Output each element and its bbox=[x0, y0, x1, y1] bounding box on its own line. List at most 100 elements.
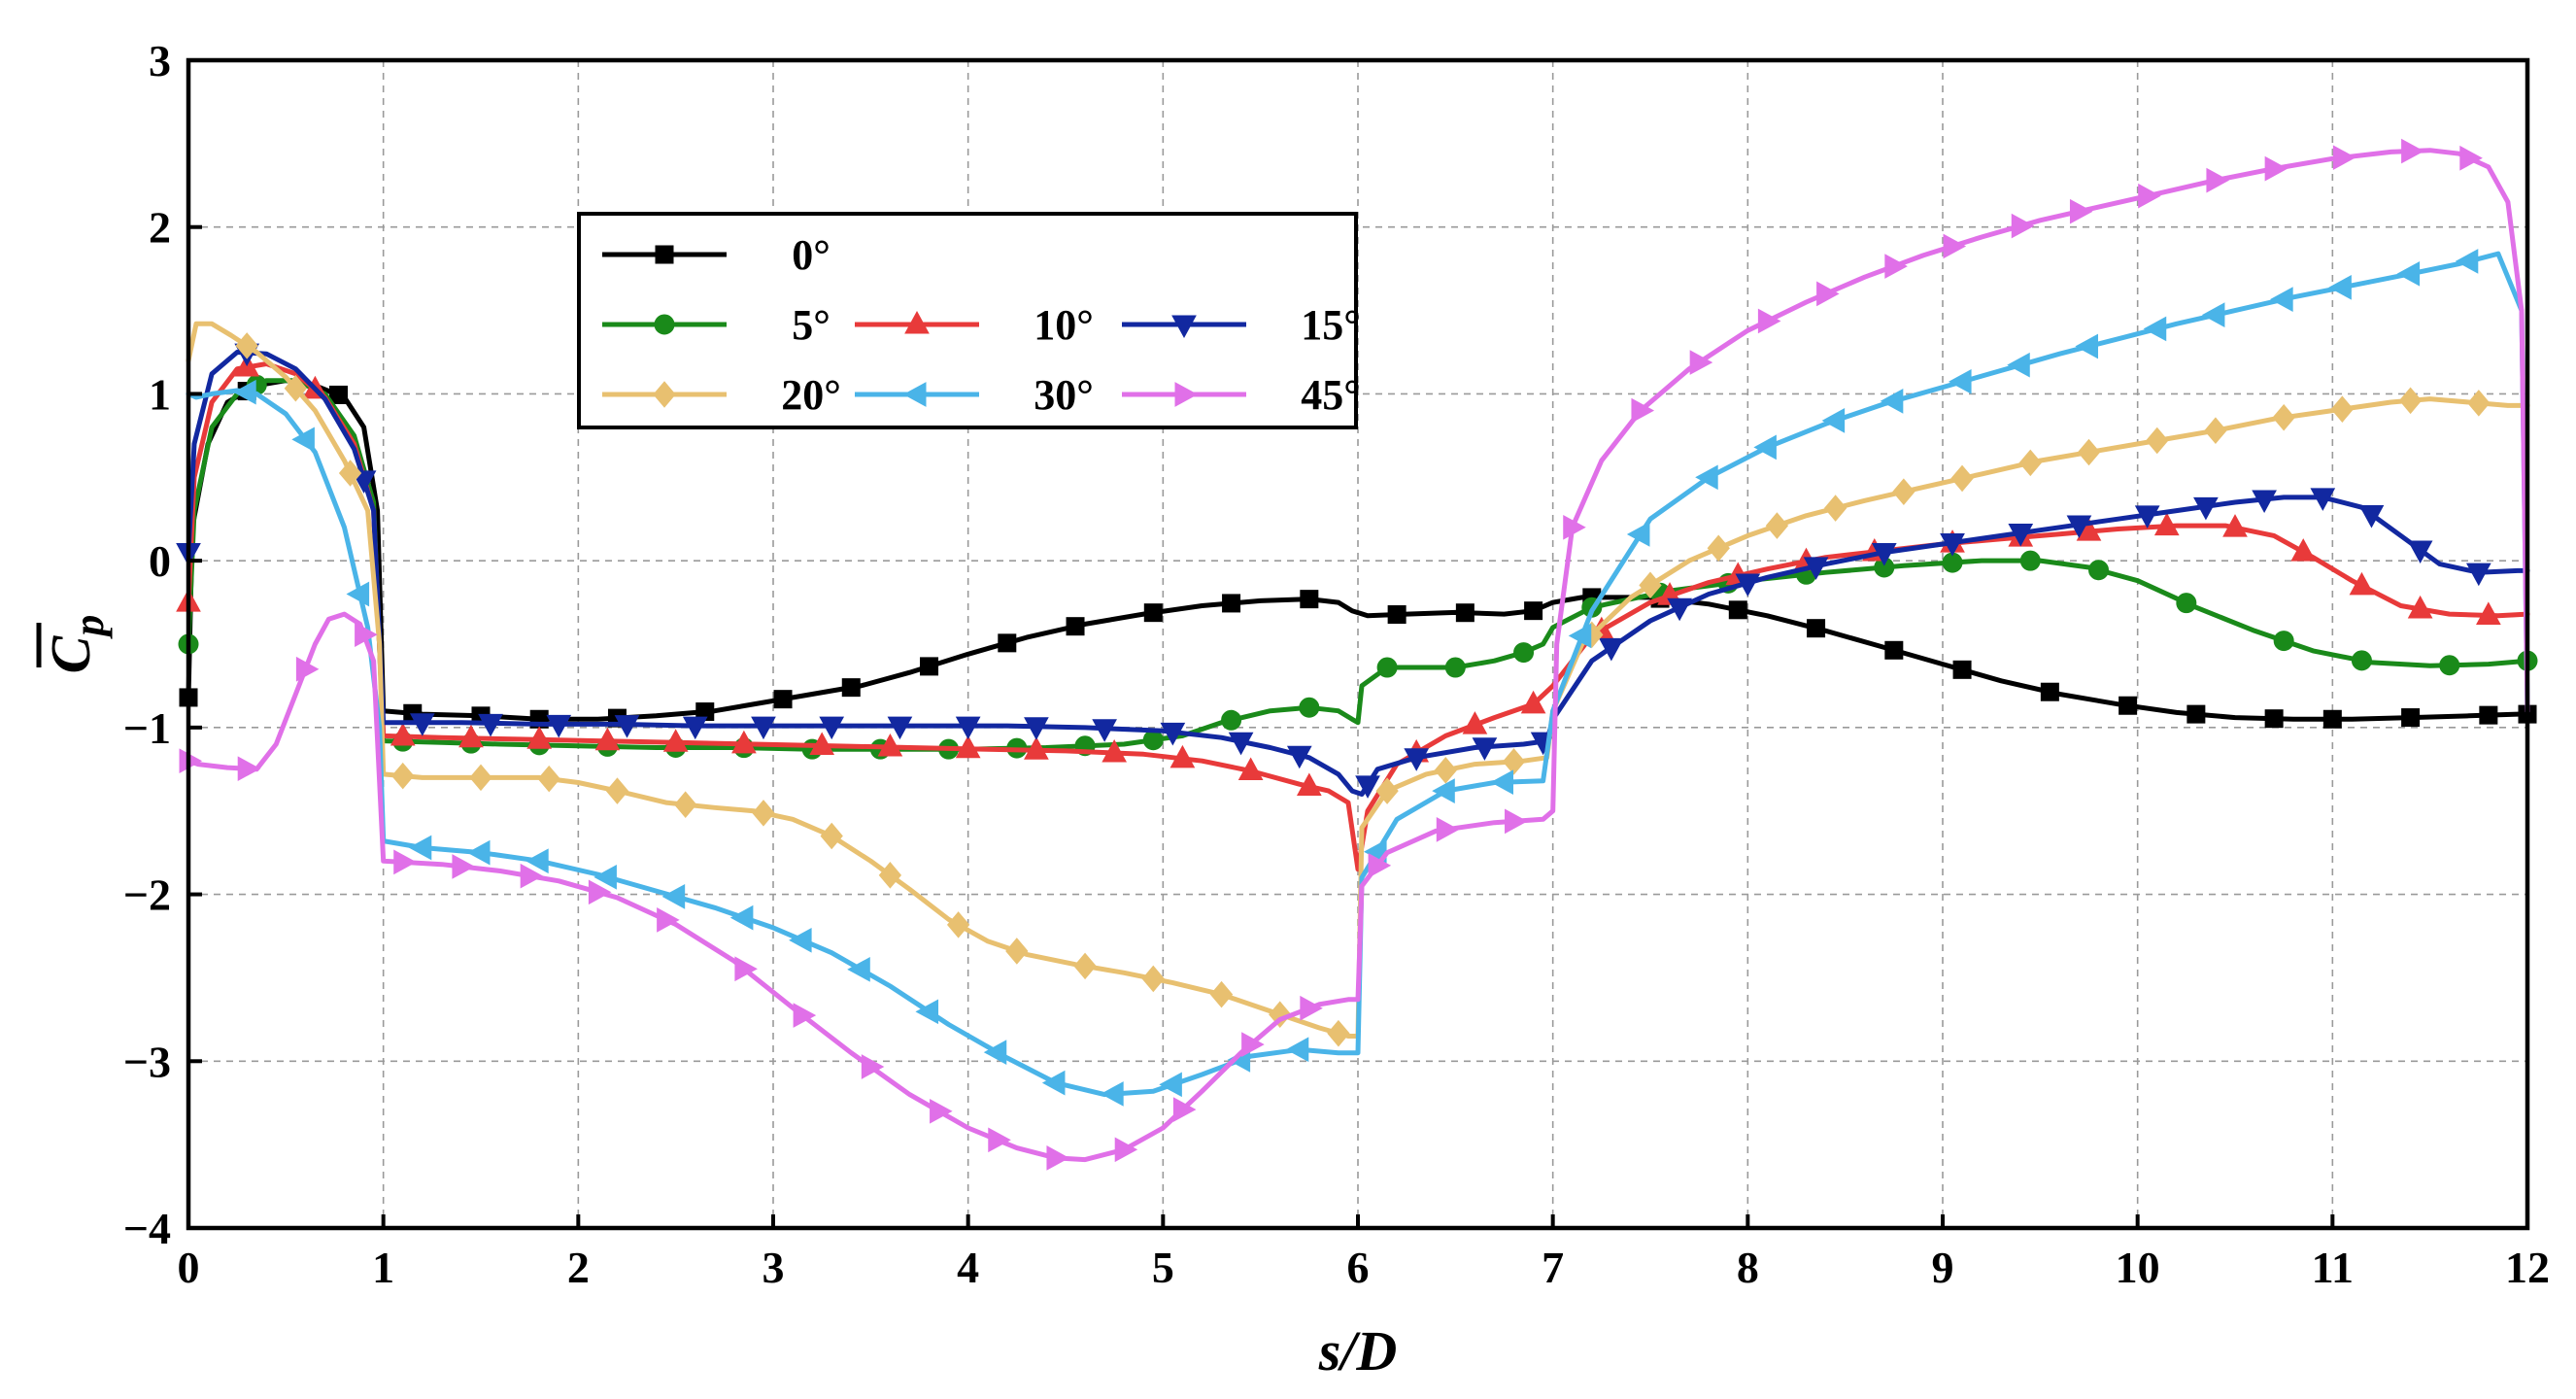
x-tick-label: 2 bbox=[567, 1243, 590, 1292]
data-point bbox=[1101, 1081, 1124, 1107]
data-point bbox=[955, 716, 981, 740]
data-point bbox=[2153, 512, 2180, 536]
data-point bbox=[452, 854, 475, 879]
data-point bbox=[2206, 167, 2229, 193]
data-point bbox=[2459, 145, 2483, 171]
data-point bbox=[809, 732, 835, 756]
legend-label: 15° bbox=[1301, 301, 1361, 349]
data-point bbox=[478, 713, 503, 737]
data-point bbox=[458, 724, 484, 748]
data-point bbox=[1286, 745, 1312, 769]
data-point bbox=[1299, 697, 1320, 718]
data-point bbox=[1765, 512, 1789, 539]
legend-label: 10° bbox=[1034, 301, 1094, 349]
data-point bbox=[355, 622, 378, 648]
legend-marker bbox=[654, 314, 675, 335]
data-point bbox=[526, 726, 553, 749]
legend-label: 0° bbox=[792, 231, 830, 279]
data-point bbox=[537, 765, 560, 793]
y-axis-label-sub: p bbox=[65, 615, 113, 640]
data-point bbox=[2075, 333, 2098, 359]
data-point bbox=[2401, 708, 2421, 728]
data-point bbox=[2066, 515, 2092, 538]
data-point bbox=[1626, 522, 1650, 547]
data-point bbox=[2467, 390, 2491, 417]
legend-marker bbox=[653, 381, 676, 408]
y-axis-label-main: C bbox=[39, 634, 102, 673]
legend-label: 30° bbox=[1034, 371, 1094, 419]
data-point bbox=[988, 1127, 1011, 1153]
data-point bbox=[2407, 595, 2433, 619]
data-point bbox=[2204, 417, 2227, 444]
data-point bbox=[1753, 434, 1777, 461]
series-20° bbox=[186, 321, 2530, 1047]
data-point bbox=[751, 716, 776, 740]
data-point bbox=[1631, 397, 1655, 424]
data-point bbox=[2455, 249, 2479, 274]
data-point bbox=[2138, 183, 2161, 209]
x-axis-label: s/D bbox=[1318, 1319, 1398, 1382]
data-point bbox=[1159, 1072, 1182, 1098]
data-point bbox=[1520, 690, 1546, 714]
legend-item: 15° bbox=[1122, 301, 1361, 349]
legend-label: 45° bbox=[1301, 371, 1361, 419]
data-point bbox=[1285, 1037, 1309, 1063]
data-point bbox=[1884, 640, 1904, 660]
data-point bbox=[2272, 403, 2295, 431]
x-tick-label: 10 bbox=[2116, 1243, 2160, 1292]
data-point bbox=[1892, 478, 1915, 505]
data-point bbox=[1434, 757, 1457, 784]
data-point bbox=[329, 385, 349, 404]
data-point bbox=[1102, 738, 1128, 763]
series-group bbox=[176, 138, 2538, 1171]
x-tick-label: 8 bbox=[1737, 1243, 1759, 1292]
data-point bbox=[1823, 495, 1847, 522]
data-point bbox=[546, 714, 572, 738]
data-point bbox=[2479, 705, 2498, 725]
data-point bbox=[2186, 704, 2206, 724]
data-point bbox=[998, 633, 1017, 653]
data-point bbox=[2018, 449, 2042, 477]
data-point bbox=[1472, 737, 1498, 761]
data-point bbox=[1432, 778, 1455, 803]
data-point bbox=[1221, 709, 1242, 731]
data-point bbox=[920, 657, 939, 676]
data-point bbox=[2040, 682, 2059, 701]
data-point bbox=[983, 1040, 1007, 1065]
data-point bbox=[1444, 657, 1466, 678]
data-point bbox=[878, 862, 902, 889]
data-point bbox=[1513, 642, 1535, 664]
legend: 0° 5° 10° 15° 20° 30° 45° bbox=[577, 212, 1361, 429]
data-point bbox=[1667, 597, 1692, 622]
data-point bbox=[2118, 696, 2138, 715]
x-tick-label: 3 bbox=[763, 1243, 785, 1292]
data-point bbox=[393, 849, 417, 875]
data-point bbox=[674, 791, 697, 818]
data-point bbox=[1046, 1145, 1070, 1171]
data-point bbox=[408, 835, 432, 861]
data-point bbox=[946, 911, 970, 938]
data-point bbox=[2310, 488, 2336, 511]
y-axis-label: Cp bbox=[36, 615, 113, 673]
data-point bbox=[2398, 387, 2423, 415]
data-point bbox=[841, 678, 861, 698]
data-point bbox=[1462, 711, 1488, 734]
data-point bbox=[284, 374, 308, 402]
data-point bbox=[930, 1098, 953, 1124]
series-45° bbox=[179, 138, 2530, 1171]
legend-item: 5° bbox=[602, 301, 830, 349]
data-point bbox=[1160, 722, 1186, 746]
data-point bbox=[1024, 717, 1049, 740]
data-point bbox=[729, 904, 754, 931]
data-point bbox=[2201, 302, 2225, 327]
series-line bbox=[186, 378, 2530, 722]
data-point bbox=[1455, 603, 1474, 623]
data-point bbox=[1943, 233, 1967, 259]
data-point bbox=[1871, 543, 1897, 566]
data-point bbox=[1241, 1032, 1265, 1057]
data-point bbox=[1689, 350, 1713, 375]
data-point bbox=[237, 756, 261, 782]
data-point bbox=[661, 884, 686, 909]
data-point bbox=[1568, 623, 1592, 649]
data-point bbox=[520, 863, 544, 889]
